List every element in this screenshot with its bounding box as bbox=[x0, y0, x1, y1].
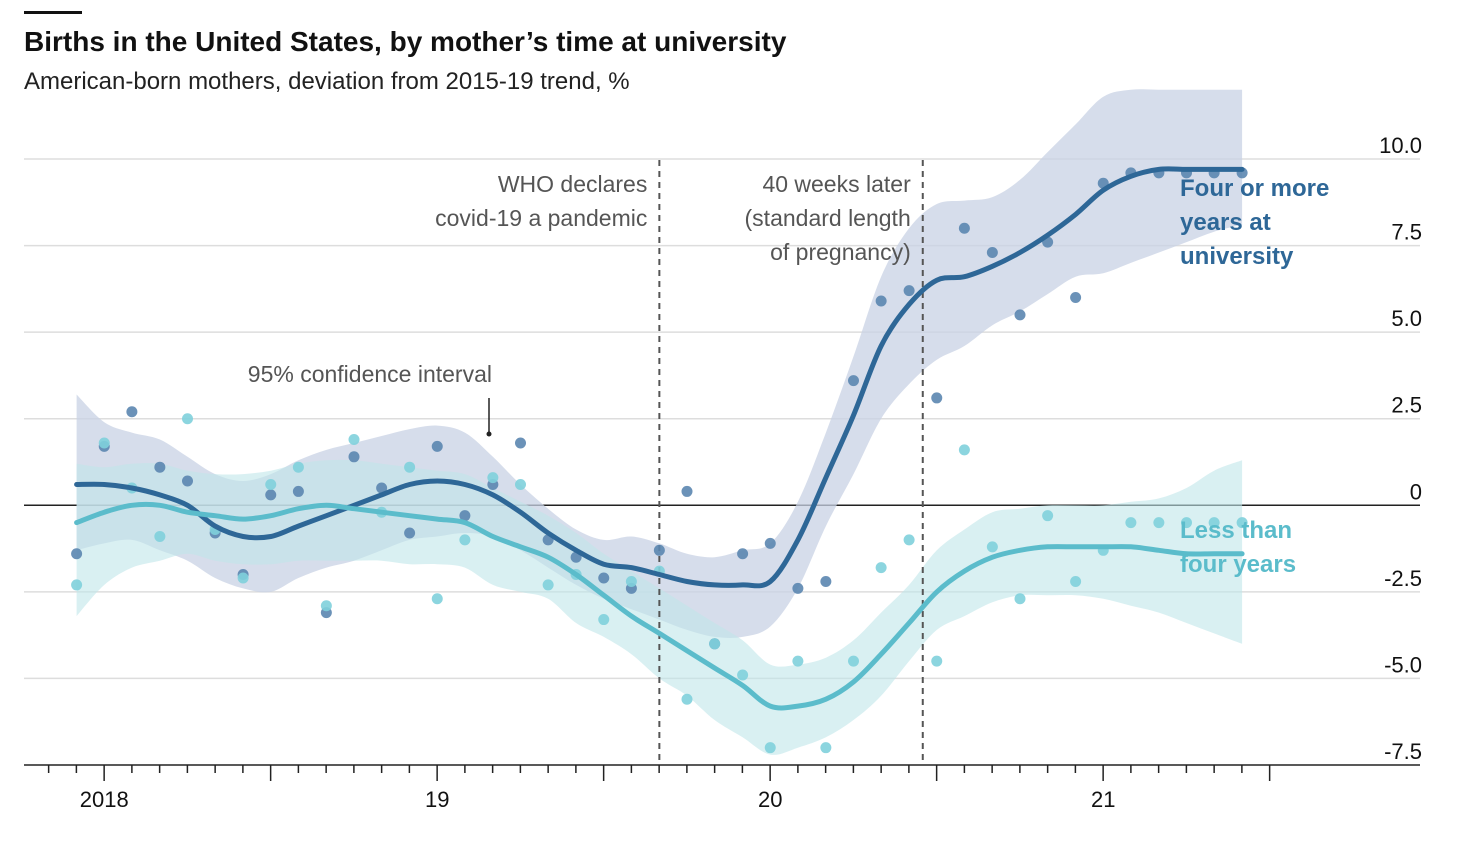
x-tick-label: 21 bbox=[1091, 787, 1115, 812]
point-less-than-four-years bbox=[764, 742, 776, 754]
chart-title: Births in the United States, by mother’s… bbox=[24, 26, 787, 57]
point-less-than-four-years bbox=[709, 638, 721, 650]
point-less-than-four-years bbox=[404, 461, 416, 473]
y-tick-label: 10.0 bbox=[1379, 133, 1422, 158]
trend-line-university bbox=[74, 166, 1245, 589]
point-university bbox=[515, 437, 526, 449]
annotation-ci-dot bbox=[486, 431, 492, 437]
point-university bbox=[820, 575, 832, 587]
point-less-than-four-years bbox=[792, 655, 804, 667]
point-less-than-four-years bbox=[820, 742, 832, 754]
point-less-than-four-years bbox=[1208, 517, 1220, 529]
point-less-than-four-years bbox=[71, 579, 83, 591]
point-university bbox=[764, 537, 776, 549]
point-less-than-four-years bbox=[598, 614, 610, 626]
annotation-forty-weeks: 40 weeks later bbox=[762, 171, 911, 197]
point-university bbox=[404, 527, 416, 539]
point-university bbox=[903, 285, 915, 297]
event-lines bbox=[658, 160, 924, 765]
y-tick-label: 2.5 bbox=[1391, 393, 1422, 418]
point-less-than-four-years bbox=[265, 479, 277, 491]
point-less-than-four-years bbox=[320, 600, 332, 612]
series-label-less-than-four-years: four years bbox=[1180, 551, 1296, 578]
point-less-than-four-years bbox=[292, 461, 304, 473]
point-university bbox=[737, 548, 749, 560]
point-less-than-four-years bbox=[431, 593, 443, 605]
chart-subtitle: American-born mothers, deviation from 20… bbox=[24, 68, 630, 95]
point-university bbox=[126, 406, 138, 418]
point-less-than-four-years bbox=[542, 579, 554, 591]
point-less-than-four-years bbox=[182, 413, 193, 425]
point-university bbox=[848, 375, 859, 387]
point-less-than-four-years bbox=[625, 575, 637, 587]
point-university bbox=[958, 222, 970, 234]
annotation-who: WHO declares bbox=[498, 171, 648, 197]
ci-band-less-than-four-years bbox=[76, 459, 1243, 755]
point-less-than-four-years bbox=[848, 655, 859, 667]
point-less-than-four-years bbox=[237, 572, 249, 584]
point-less-than-four-years bbox=[1236, 517, 1248, 529]
y-tick-label: -5.0 bbox=[1384, 652, 1422, 677]
point-less-than-four-years bbox=[1042, 510, 1054, 522]
point-university bbox=[376, 482, 388, 494]
point-university bbox=[653, 544, 665, 556]
x-tick-label: 20 bbox=[758, 787, 782, 812]
axes: 10.0 7.5 5.0 2.5 0 -2.5 -5.0 -7.5 2018 19 20 21 bbox=[24, 133, 1422, 812]
point-less-than-four-years bbox=[154, 530, 166, 542]
point-university bbox=[986, 246, 998, 258]
point-less-than-four-years bbox=[737, 669, 749, 681]
y-tick-label: -7.5 bbox=[1384, 739, 1422, 764]
trend-line-less-than-four-years bbox=[74, 501, 1245, 711]
point-less-than-four-years bbox=[958, 444, 970, 456]
y-tick-label: -2.5 bbox=[1384, 566, 1422, 591]
point-less-than-four-years bbox=[515, 479, 526, 491]
annotation-forty-weeks: (standard length bbox=[745, 205, 911, 231]
annotation-forty-weeks: of pregnancy) bbox=[770, 239, 911, 265]
point-university bbox=[1070, 292, 1082, 304]
annotation-who: covid-19 a pandemic bbox=[435, 205, 647, 231]
point-less-than-four-years bbox=[875, 562, 887, 574]
series-label-university: years at bbox=[1180, 209, 1271, 236]
annotation-ci: 95% confidence interval bbox=[248, 361, 492, 387]
y-tick-label: 5.0 bbox=[1391, 306, 1422, 331]
point-less-than-four-years bbox=[1070, 575, 1082, 587]
point-less-than-four-years bbox=[1125, 517, 1137, 529]
point-less-than-four-years bbox=[1181, 517, 1192, 529]
point-less-than-four-years bbox=[98, 437, 110, 449]
point-university bbox=[431, 440, 443, 452]
point-less-than-four-years bbox=[1014, 593, 1026, 605]
point-university bbox=[182, 475, 193, 487]
point-university bbox=[875, 295, 887, 307]
trend-lines bbox=[74, 166, 1245, 711]
point-university bbox=[265, 489, 277, 501]
point-university bbox=[931, 392, 943, 404]
point-university bbox=[598, 572, 610, 584]
x-tick-label: 2018 bbox=[80, 787, 129, 812]
header-rule bbox=[24, 11, 82, 14]
series-label-university: Four or more bbox=[1180, 175, 1329, 202]
point-university bbox=[154, 461, 166, 473]
point-university bbox=[1014, 309, 1026, 321]
series-label-university: university bbox=[1180, 243, 1294, 270]
point-university bbox=[792, 582, 804, 594]
y-tick-label: 0 bbox=[1410, 479, 1422, 504]
point-less-than-four-years bbox=[459, 534, 471, 546]
point-less-than-four-years bbox=[681, 693, 693, 705]
point-less-than-four-years bbox=[931, 655, 943, 667]
point-less-than-four-years bbox=[1153, 517, 1165, 529]
point-university bbox=[292, 485, 304, 497]
y-tick-label: 7.5 bbox=[1391, 220, 1422, 245]
point-university bbox=[71, 548, 83, 560]
series-label-less-than-four-years: Less than bbox=[1180, 517, 1292, 544]
x-tick-label: 19 bbox=[425, 787, 449, 812]
point-less-than-four-years bbox=[986, 541, 998, 553]
point-university bbox=[348, 451, 360, 463]
point-less-than-four-years bbox=[348, 433, 360, 445]
point-university bbox=[459, 510, 471, 522]
point-less-than-four-years bbox=[903, 534, 915, 546]
point-university bbox=[681, 485, 693, 497]
annotations: WHO declares covid-19 a pandemic 40 weeks … bbox=[248, 171, 1330, 578]
point-less-than-four-years bbox=[487, 472, 499, 484]
